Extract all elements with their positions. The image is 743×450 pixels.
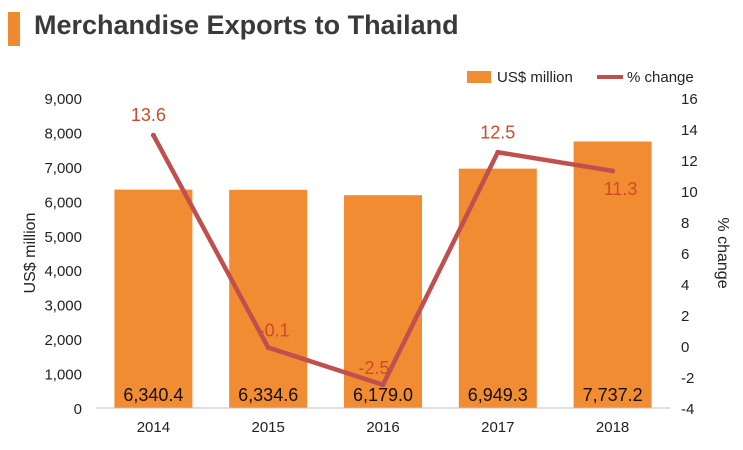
bar-data-label: 6,340.4 (123, 385, 183, 405)
line-point (150, 132, 156, 138)
line-point (380, 382, 386, 388)
line-point (265, 345, 271, 351)
line-data-label: 11.3 (604, 179, 638, 199)
y2-tick-label: 2 (681, 308, 689, 325)
bar (573, 141, 652, 408)
x-tick-label: 2016 (366, 419, 399, 436)
bar (114, 189, 193, 408)
y2-tick-label: 12 (681, 153, 698, 170)
x-tick-label: 2014 (137, 419, 170, 436)
y2-tick-label: 0 (681, 339, 689, 356)
y-tick-label: 5,000 (44, 229, 82, 246)
bar-data-label: 7,737.2 (583, 385, 643, 405)
y2-tick-label: 4 (681, 277, 689, 294)
y2-tick-label: 14 (681, 122, 698, 139)
y-tick-label: 8,000 (44, 125, 82, 142)
page-title: Merchandise Exports to Thailand (34, 10, 459, 40)
y2-axis-label: % change (714, 217, 731, 288)
line-point (495, 149, 501, 155)
title-accent-bar (8, 12, 20, 46)
y-axis-label: US$ million (22, 213, 39, 294)
legend-label-line: % change (627, 69, 694, 86)
y-tick-label: 1,000 (44, 367, 82, 384)
line-data-label: -2.5 (358, 358, 389, 378)
y2-tick-label: 16 (681, 91, 698, 108)
y-tick-label: 0 (74, 401, 82, 418)
y-tick-label: 9,000 (44, 91, 82, 108)
y-tick-label: 4,000 (44, 263, 82, 280)
y-tick-label: 6,000 (44, 194, 82, 211)
line-data-label: -0.1 (259, 321, 290, 341)
y-tick-label: 2,000 (44, 332, 82, 349)
y-tick-label: 3,000 (44, 298, 82, 315)
x-tick-label: 2017 (481, 419, 514, 436)
line-data-label: 12.5 (480, 122, 515, 142)
y2-tick-label: -2 (681, 370, 694, 387)
y2-tick-label: 8 (681, 215, 689, 232)
y-tick-label: 7,000 (44, 160, 82, 177)
bar-data-label: 6,179.0 (353, 385, 413, 405)
line-data-label: 13.6 (131, 105, 166, 125)
y2-tick-label: 6 (681, 246, 689, 263)
bar (344, 195, 422, 408)
bar-data-label: 6,949.3 (468, 385, 528, 405)
y2-tick-label: 10 (681, 184, 698, 201)
legend-label-bars: US$ million (497, 69, 573, 86)
y2-tick-label: -4 (681, 401, 694, 418)
legend-swatch-bars (467, 71, 491, 83)
x-tick-label: 2018 (596, 419, 629, 436)
bar-data-label: 6,334.6 (238, 385, 298, 405)
x-tick-label: 2015 (252, 419, 285, 436)
line-point (610, 168, 616, 174)
